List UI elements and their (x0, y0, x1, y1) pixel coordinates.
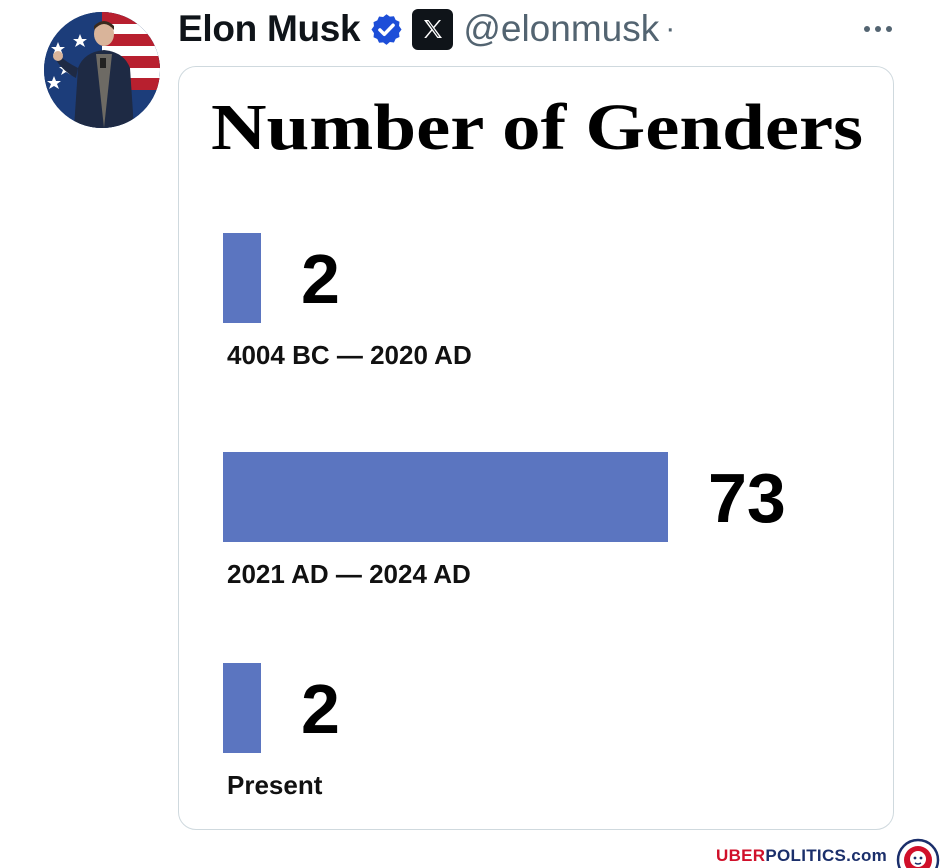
verified-badge-icon[interactable] (369, 12, 404, 47)
bar-value-label: 2 (301, 240, 340, 318)
avatar-photo (44, 12, 160, 128)
chart-bar (223, 233, 261, 323)
site-watermark: UBER POLITICS.com (716, 844, 887, 868)
category-label: 2021 AD — 2024 AD (227, 559, 471, 589)
bar-value-label: 73 (708, 459, 786, 537)
x-logo-icon[interactable] (412, 8, 454, 50)
more-dot (886, 26, 892, 32)
separator-dot: · (665, 12, 676, 45)
more-dot (875, 26, 881, 32)
bar-value-label: 2 (301, 670, 340, 748)
chart-bar (223, 663, 261, 753)
more-dot (864, 26, 870, 32)
watermark-brand-red: UBER (716, 846, 766, 865)
more-options-icon[interactable] (858, 16, 898, 42)
tweet-media-card[interactable]: Number of Genders 2 4004 BC — 2020 AD 73 20… (178, 66, 894, 830)
user-handle[interactable]: @elonmusk (463, 8, 660, 49)
avatar[interactable] (44, 12, 160, 128)
display-name[interactable]: Elon Musk (178, 8, 361, 49)
bar-chart: Number of Genders 2 4004 BC — 2020 AD 73 20… (211, 91, 863, 800)
chart-bar (223, 452, 668, 542)
chart-title: Number of Genders (211, 91, 863, 164)
category-label: 4004 BC — 2020 AD (227, 340, 472, 370)
category-label: Present (227, 770, 323, 800)
lion-logo-icon (896, 838, 940, 868)
watermark-brand-blue: POLITICS.com (765, 846, 888, 865)
tweet-header: Elon Musk @elonmusk · (178, 4, 675, 54)
